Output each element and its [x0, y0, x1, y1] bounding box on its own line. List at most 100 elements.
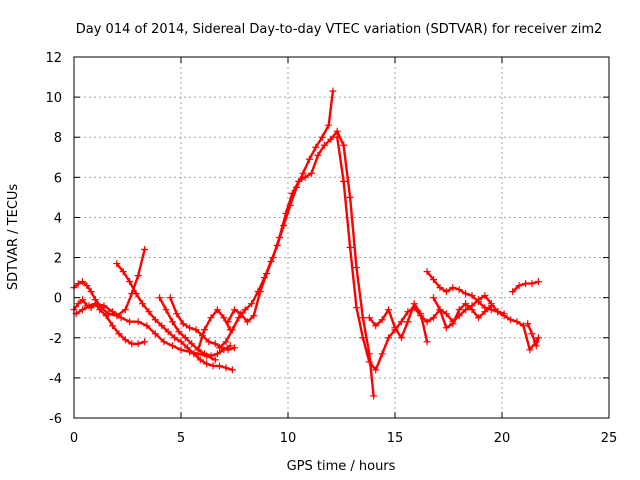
data-point — [365, 314, 373, 322]
data-point — [91, 300, 99, 308]
data-point — [83, 282, 91, 290]
data-point — [216, 344, 224, 352]
data-point — [211, 356, 219, 364]
plot-frame — [73, 56, 610, 419]
data-point — [115, 330, 123, 338]
data-point — [207, 314, 215, 322]
data-point — [449, 284, 457, 292]
data-point — [352, 304, 360, 312]
data-point — [397, 318, 405, 326]
data-point — [263, 270, 271, 278]
data-point — [305, 155, 313, 163]
data-point — [216, 362, 224, 370]
data-point — [168, 318, 176, 326]
data-point — [288, 189, 296, 197]
data-point — [391, 324, 399, 332]
data-point — [314, 151, 322, 159]
data-point — [455, 286, 463, 294]
data-point — [509, 288, 517, 296]
data-point — [468, 306, 476, 314]
y-tick-label: -6 — [49, 412, 62, 427]
data-point — [79, 296, 87, 304]
data-point — [224, 318, 232, 326]
data-point — [188, 340, 196, 348]
data-point — [164, 328, 172, 336]
data-point — [333, 133, 341, 141]
data-point — [141, 338, 149, 346]
data-point — [138, 300, 146, 308]
data-point — [522, 280, 530, 288]
data-point — [85, 302, 93, 310]
data-point — [423, 268, 431, 276]
y-tick-label: 12 — [45, 51, 62, 66]
data-point — [179, 320, 187, 328]
series-trace — [226, 129, 375, 398]
data-point — [156, 294, 164, 302]
data-point — [532, 342, 540, 350]
data-point — [190, 350, 198, 358]
data-point — [250, 312, 258, 320]
data-point — [203, 360, 211, 368]
data-point — [121, 306, 129, 314]
data-point — [151, 330, 159, 338]
data-point — [430, 314, 438, 322]
x-axis-label: GPS time / hours — [287, 459, 396, 474]
data-point — [507, 316, 515, 324]
x-tick-label: 10 — [280, 431, 297, 446]
data-point — [241, 306, 249, 314]
data-point — [243, 318, 251, 326]
data-point — [166, 294, 174, 302]
series-trace — [196, 308, 232, 351]
series-arc-14 — [509, 278, 542, 296]
data-point — [436, 306, 444, 314]
data-point — [151, 316, 159, 324]
x-tick-label: 25 — [601, 431, 618, 446]
data-point — [177, 346, 185, 354]
data-point — [370, 392, 378, 400]
series-arc-13 — [430, 294, 495, 332]
data-point — [192, 326, 200, 334]
data-point — [74, 280, 82, 288]
data-point — [378, 316, 386, 324]
data-point — [359, 314, 367, 322]
y-tick-label: 0 — [54, 292, 62, 307]
data-point — [346, 244, 354, 252]
data-point — [526, 346, 534, 354]
data-point — [462, 290, 470, 298]
data-point — [269, 254, 277, 262]
x-tick-label: 20 — [494, 431, 511, 446]
data-point — [134, 318, 142, 326]
data-point — [528, 330, 536, 338]
data-point — [201, 350, 209, 358]
data-point — [442, 324, 450, 332]
data-point — [449, 320, 457, 328]
data-point — [177, 338, 185, 346]
data-point — [329, 87, 337, 95]
data-point — [320, 141, 328, 149]
series-trace — [425, 270, 538, 351]
data-point — [385, 306, 393, 314]
data-point — [442, 310, 450, 318]
y-tick-label: -2 — [49, 332, 62, 347]
data-point — [481, 308, 489, 316]
data-point — [528, 280, 536, 288]
data-point — [141, 246, 149, 254]
series-trace — [432, 296, 493, 329]
data-point — [162, 306, 170, 314]
series-arc-11 — [365, 300, 431, 346]
data-point — [515, 282, 523, 290]
data-point — [474, 298, 482, 306]
chart-title: Day 014 of 2014, Sidereal Day-to-day VTE… — [76, 22, 603, 37]
data-point — [79, 278, 87, 286]
data-point — [534, 334, 542, 342]
x-tick-label: 5 — [177, 431, 185, 446]
data-point — [318, 133, 326, 141]
x-tick-label: 15 — [387, 431, 404, 446]
data-point — [352, 264, 360, 272]
data-points — [70, 87, 542, 400]
data-point — [301, 173, 309, 181]
grid — [74, 57, 609, 418]
data-point — [104, 310, 112, 318]
data-point — [308, 169, 316, 177]
data-point — [404, 318, 412, 326]
